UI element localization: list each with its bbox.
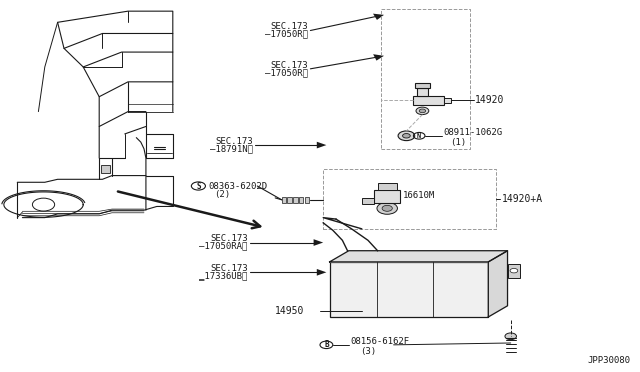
Bar [287, 197, 292, 203]
Circle shape [510, 269, 518, 273]
Bar [378, 183, 397, 190]
Polygon shape [330, 251, 508, 262]
Text: (1): (1) [451, 138, 467, 147]
Polygon shape [373, 14, 384, 20]
Bar [293, 197, 298, 203]
Polygon shape [488, 251, 508, 317]
Text: SEC.173: SEC.173 [271, 22, 308, 31]
Circle shape [398, 131, 415, 141]
Text: SEC.173: SEC.173 [271, 61, 308, 70]
Bar [415, 83, 430, 88]
Text: 08363-6202D: 08363-6202D [208, 182, 267, 190]
Polygon shape [317, 142, 326, 148]
Text: (3): (3) [360, 347, 376, 356]
Text: 08156-6162F: 08156-6162F [351, 337, 410, 346]
Bar [362, 198, 374, 204]
Polygon shape [317, 269, 326, 276]
Text: ‗17336UB〉: ‗17336UB〉 [199, 272, 248, 280]
Text: JPP30080: JPP30080 [588, 356, 630, 365]
Text: S: S [196, 182, 201, 190]
Circle shape [419, 109, 426, 113]
Bar [299, 197, 303, 203]
Text: N: N [417, 133, 421, 139]
Polygon shape [314, 239, 323, 246]
Text: 16610M: 16610M [403, 191, 435, 200]
Text: –17050RA〉: –17050RA〉 [199, 242, 248, 251]
Text: SEC.173: SEC.173 [215, 137, 253, 146]
Text: SEC.173: SEC.173 [210, 264, 248, 273]
Text: (2): (2) [214, 190, 230, 199]
Bar [305, 197, 309, 203]
Text: –17050R〉: –17050R〉 [266, 30, 308, 39]
Text: 14920+A: 14920+A [502, 194, 543, 204]
Bar [413, 96, 444, 105]
Bar [444, 98, 451, 103]
Bar [282, 197, 286, 203]
Text: 14950: 14950 [275, 307, 305, 316]
Text: B: B [324, 340, 329, 349]
Polygon shape [373, 54, 384, 61]
Circle shape [382, 205, 392, 211]
Text: –18791N〉: –18791N〉 [210, 144, 253, 153]
Circle shape [505, 333, 516, 340]
Text: SEC.173: SEC.173 [210, 234, 248, 243]
Bar [417, 88, 428, 96]
Circle shape [403, 134, 410, 138]
Circle shape [416, 107, 429, 115]
Text: 08911-1062G: 08911-1062G [443, 128, 502, 137]
Bar [330, 262, 488, 317]
Circle shape [377, 202, 397, 214]
Text: 14920: 14920 [475, 96, 504, 105]
Bar [101, 165, 110, 173]
Bar [374, 190, 400, 203]
Bar [508, 264, 520, 278]
Text: –17050R〉: –17050R〉 [266, 68, 308, 77]
